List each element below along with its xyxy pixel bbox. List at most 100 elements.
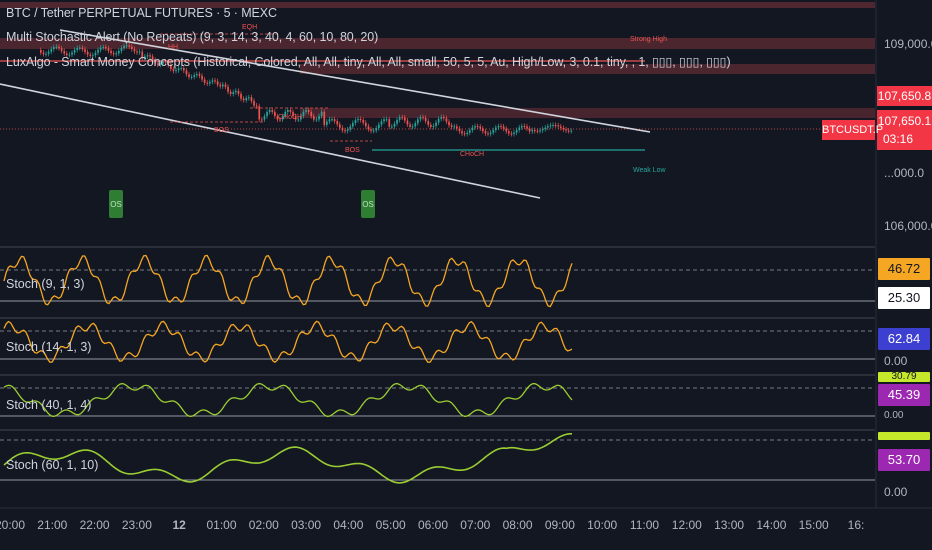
- candlestick-series: [40, 42, 573, 137]
- stoch-bands: [0, 269, 875, 481]
- candle-body: [123, 45, 125, 49]
- candle-body: [120, 48, 123, 51]
- candle-body: [326, 121, 328, 125]
- time-label: 23:00: [121, 518, 152, 532]
- candle-body: [68, 54, 71, 56]
- candle-body: [201, 75, 203, 80]
- candle-body: [235, 90, 237, 93]
- pane-title-stoch-60[interactable]: Stoch (60, 1, 10): [6, 458, 99, 472]
- candle-body: [541, 129, 544, 131]
- pane-title-stoch-14[interactable]: Stoch (14, 1, 3): [6, 340, 92, 354]
- candle-body: [63, 50, 66, 54]
- premium-zone-2: [0, 38, 875, 49]
- indicator-legend-stoch[interactable]: Multi Stochastic Alert (No Repeats) (9, …: [6, 30, 379, 44]
- candle-body: [383, 119, 385, 122]
- candle-body: [443, 117, 445, 119]
- smc-label-weak-low: Weak Low: [633, 167, 666, 174]
- candle-body: [378, 124, 380, 129]
- candle-body: [300, 116, 302, 120]
- candle-body: [430, 124, 432, 127]
- stoch-60-value-badge: 53.70: [878, 449, 930, 471]
- candle-body: [162, 61, 164, 64]
- candle-body: [404, 117, 406, 121]
- stoch-9-value-badge: 46.72: [878, 258, 930, 280]
- candle-body: [523, 126, 526, 128]
- candle-body: [547, 126, 549, 128]
- candle-body: [112, 53, 115, 55]
- candle-body: [380, 121, 383, 125]
- smc-label-choch-2: CHoCH: [460, 151, 485, 158]
- candle-body: [367, 126, 370, 130]
- candle-body: [515, 130, 518, 133]
- candle-body: [357, 119, 359, 121]
- symbol-tag[interactable]: BTCUSDT.P: [822, 120, 883, 140]
- symbol-title[interactable]: BTC / Tether PERPETUAL FUTURES · 5 · MEX…: [6, 6, 277, 20]
- candle-body: [411, 126, 414, 128]
- candle-body: [71, 52, 73, 55]
- pane-title-stoch-9[interactable]: Stoch (9, 1, 3): [6, 277, 85, 291]
- candle-body: [245, 98, 248, 101]
- candle-body: [185, 70, 188, 75]
- candle-body: [466, 132, 469, 134]
- candle-body: [440, 117, 443, 119]
- candle-body: [125, 45, 128, 47]
- candle-body: [565, 129, 567, 131]
- candle-body: [42, 52, 45, 55]
- candle-body: [354, 120, 357, 123]
- price-label-106000: 106,000.0: [884, 219, 932, 233]
- candle-body: [209, 81, 211, 84]
- os-marker-1[interactable]: OS: [109, 190, 123, 218]
- smc-label-choch-1: CHoCH: [278, 114, 303, 121]
- smc-label-hh: HH: [168, 44, 179, 51]
- candle-body: [190, 76, 193, 78]
- candle-body: [391, 126, 393, 128]
- stoch-line-40: [3, 382, 573, 418]
- os-marker-2[interactable]: OS: [361, 190, 375, 218]
- candle-body: [505, 128, 508, 132]
- time-label: 08:00: [502, 518, 533, 532]
- candle-body: [339, 124, 341, 128]
- price-pane[interactable]: OS OS: [0, 2, 875, 218]
- candle-body: [435, 122, 437, 126]
- candle-body: [193, 75, 196, 77]
- candle-body: [110, 50, 112, 54]
- candle-body: [352, 122, 354, 127]
- candle-body: [292, 111, 294, 117]
- candle-body: [562, 127, 565, 130]
- candle-body: [151, 56, 154, 61]
- candle-body: [497, 126, 500, 128]
- trend-line-upper: [59, 29, 651, 133]
- candle-body: [510, 133, 513, 135]
- candle-body: [320, 111, 323, 116]
- stoch-line-14: [3, 320, 573, 364]
- candle-body: [417, 119, 419, 124]
- stoch-60-zero-label: 0.00: [884, 485, 908, 499]
- pane-title-stoch-40[interactable]: Stoch (40, 1, 4): [6, 398, 92, 412]
- candle-body: [495, 127, 497, 131]
- candle-body: [180, 68, 183, 70]
- candle-body: [94, 52, 97, 56]
- candle-body: [227, 86, 229, 92]
- smc-label-bos-1: BOS: [214, 127, 229, 134]
- candle-body: [211, 80, 214, 82]
- time-label: 21:00: [37, 518, 68, 532]
- candle-body: [489, 132, 492, 134]
- indicator-legend-luxalgo[interactable]: LuxAlgo - Smart Money Concepts (Historic…: [6, 55, 731, 69]
- candle-body: [476, 126, 479, 128]
- candle-body: [513, 132, 515, 134]
- candle-body: [424, 117, 427, 122]
- candle-body: [266, 111, 268, 117]
- candle-body: [463, 133, 466, 135]
- candle-body: [240, 93, 242, 99]
- candle-body: [500, 126, 502, 128]
- stoch-40-zero-label: 0.00: [884, 410, 904, 421]
- candle-body: [419, 117, 422, 120]
- candle-body: [214, 80, 216, 82]
- candle-body: [115, 53, 118, 55]
- candle-body: [294, 116, 297, 120]
- candle-body: [313, 116, 315, 120]
- candle-body: [479, 126, 482, 129]
- premium-zone-1: [0, 2, 875, 8]
- stoch-40-upper-label: 30.79: [878, 372, 930, 382]
